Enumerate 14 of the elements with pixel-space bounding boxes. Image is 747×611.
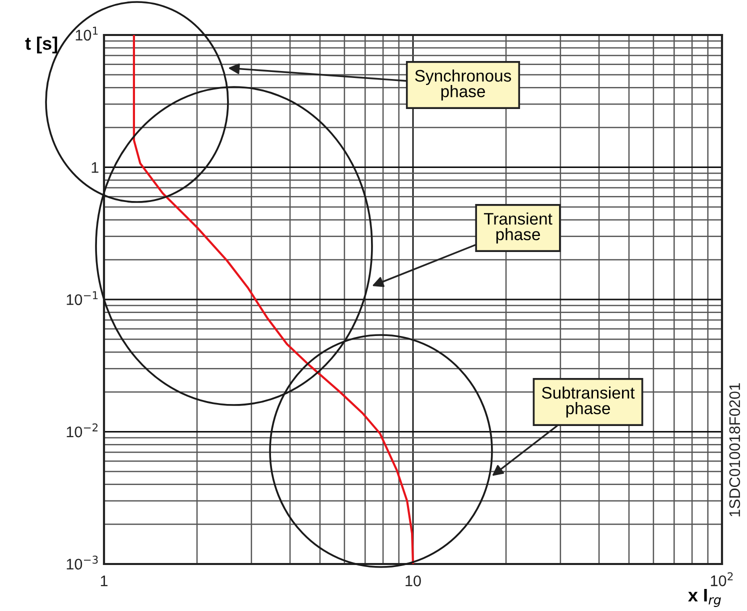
x-tick-label: 10$^{2}$ — [710, 572, 733, 586]
text: 1SDC010018F0201 — [729, 383, 740, 516]
y-tick-label: 1 — [92, 162, 98, 173]
x-tick-label: 1 — [100, 576, 108, 586]
y-tick-label: 10$^{1}$ — [76, 26, 98, 41]
annotation: Subtransient phase — [542, 386, 635, 418]
x-axis-title: x I$_{rg}$ — [688, 588, 721, 607]
annotation: Transient phase — [484, 212, 552, 244]
annotation: Synchronous phase — [415, 69, 512, 101]
y-tick-label: 10$^{−2}$ — [66, 423, 98, 438]
x-tick-label: 10 — [406, 576, 421, 586]
y-tick-label: 10$^{−1}$ — [66, 291, 98, 306]
y-axis-title: t [s] — [25, 36, 58, 54]
y-tick-label: 10$^{−3}$ — [66, 556, 98, 570]
